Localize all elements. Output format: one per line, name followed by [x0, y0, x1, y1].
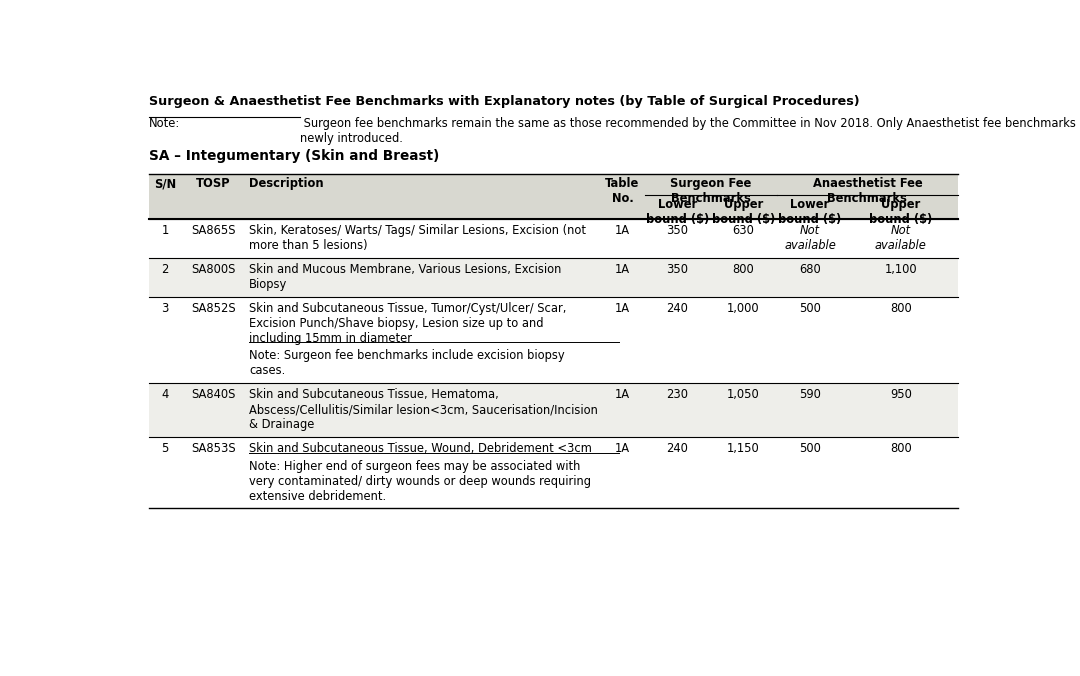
Text: 500: 500	[799, 302, 821, 315]
Text: Upper
bound ($): Upper bound ($)	[712, 198, 775, 226]
Text: 1A: 1A	[615, 302, 630, 315]
Text: 4: 4	[162, 389, 168, 402]
Text: 1A: 1A	[615, 442, 630, 455]
Text: Skin and Subcutaneous Tissue, Tumor/Cyst/Ulcer/ Scar,
Excision Punch/Shave biops: Skin and Subcutaneous Tissue, Tumor/Cyst…	[248, 302, 566, 345]
Text: 680: 680	[799, 263, 821, 276]
Text: 590: 590	[799, 389, 821, 402]
Text: 1A: 1A	[615, 263, 630, 276]
Text: Note: Higher end of surgeon fees may be associated with
very contaminated/ dirty: Note: Higher end of surgeon fees may be …	[248, 460, 591, 503]
Text: 240: 240	[666, 302, 688, 315]
Text: SA – Integumentary (Skin and Breast): SA – Integumentary (Skin and Breast)	[149, 149, 440, 163]
Text: Surgeon fee benchmarks remain the same as those recommended by the Committee in : Surgeon fee benchmarks remain the same a…	[300, 116, 1080, 145]
Text: 800: 800	[732, 263, 754, 276]
Text: SA853S: SA853S	[191, 442, 235, 455]
Text: 1,050: 1,050	[727, 389, 759, 402]
Text: 1: 1	[162, 224, 168, 237]
Text: SA800S: SA800S	[191, 263, 235, 276]
Text: 350: 350	[666, 224, 689, 237]
Text: Surgeon Fee
Benchmarks: Surgeon Fee Benchmarks	[671, 177, 752, 206]
Text: Anaesthetist Fee
Benchmarks: Anaesthetist Fee Benchmarks	[812, 177, 922, 206]
Text: 350: 350	[666, 263, 689, 276]
Text: 3: 3	[162, 302, 168, 315]
Text: Skin and Subcutaneous Tissue, Hematoma,
Abscess/Cellulitis/Similar lesion<3cm, S: Skin and Subcutaneous Tissue, Hematoma, …	[248, 389, 598, 431]
Text: 5: 5	[162, 442, 168, 455]
Text: Note:: Note:	[149, 116, 180, 130]
Text: 230: 230	[666, 389, 689, 402]
Text: Not
available: Not available	[784, 224, 836, 252]
Text: 2: 2	[162, 263, 168, 276]
Text: 1A: 1A	[615, 389, 630, 402]
FancyBboxPatch shape	[149, 174, 958, 219]
Text: Description: Description	[248, 177, 324, 191]
Text: 630: 630	[732, 224, 754, 237]
Text: Skin and Mucous Membrane, Various Lesions, Excision
Biopsy: Skin and Mucous Membrane, Various Lesion…	[248, 263, 562, 291]
Text: 1,150: 1,150	[727, 442, 759, 455]
Text: 1A: 1A	[615, 224, 630, 237]
Text: 800: 800	[890, 442, 912, 455]
Text: Skin, Keratoses/ Warts/ Tags/ Similar Lesions, Excision (not
more than 5 lesions: Skin, Keratoses/ Warts/ Tags/ Similar Le…	[248, 224, 586, 252]
Text: Surgeon & Anaesthetist Fee Benchmarks with Explanatory notes (by Table of Surgic: Surgeon & Anaesthetist Fee Benchmarks wi…	[149, 95, 860, 108]
Text: Lower
bound ($): Lower bound ($)	[779, 198, 841, 226]
Text: 950: 950	[890, 389, 912, 402]
Text: 800: 800	[890, 302, 912, 315]
FancyBboxPatch shape	[149, 383, 958, 437]
Text: SA852S: SA852S	[191, 302, 235, 315]
Text: Table
No.: Table No.	[606, 177, 639, 206]
Text: Lower
bound ($): Lower bound ($)	[646, 198, 710, 226]
Text: TOSP: TOSP	[195, 177, 231, 191]
Text: 1,000: 1,000	[727, 302, 759, 315]
Text: Skin and Subcutaneous Tissue, Wound, Debridement <3cm: Skin and Subcutaneous Tissue, Wound, Deb…	[248, 442, 592, 455]
Text: SA840S: SA840S	[191, 389, 235, 402]
Text: SA865S: SA865S	[191, 224, 235, 237]
Text: Note: Surgeon fee benchmarks include excision biopsy
cases.: Note: Surgeon fee benchmarks include exc…	[248, 349, 565, 377]
Text: Upper
bound ($): Upper bound ($)	[869, 198, 932, 226]
Text: 1,100: 1,100	[885, 263, 917, 276]
Text: S/N: S/N	[154, 177, 176, 191]
Text: 500: 500	[799, 442, 821, 455]
Text: 240: 240	[666, 442, 688, 455]
Text: Not
available: Not available	[875, 224, 927, 252]
FancyBboxPatch shape	[149, 258, 958, 297]
